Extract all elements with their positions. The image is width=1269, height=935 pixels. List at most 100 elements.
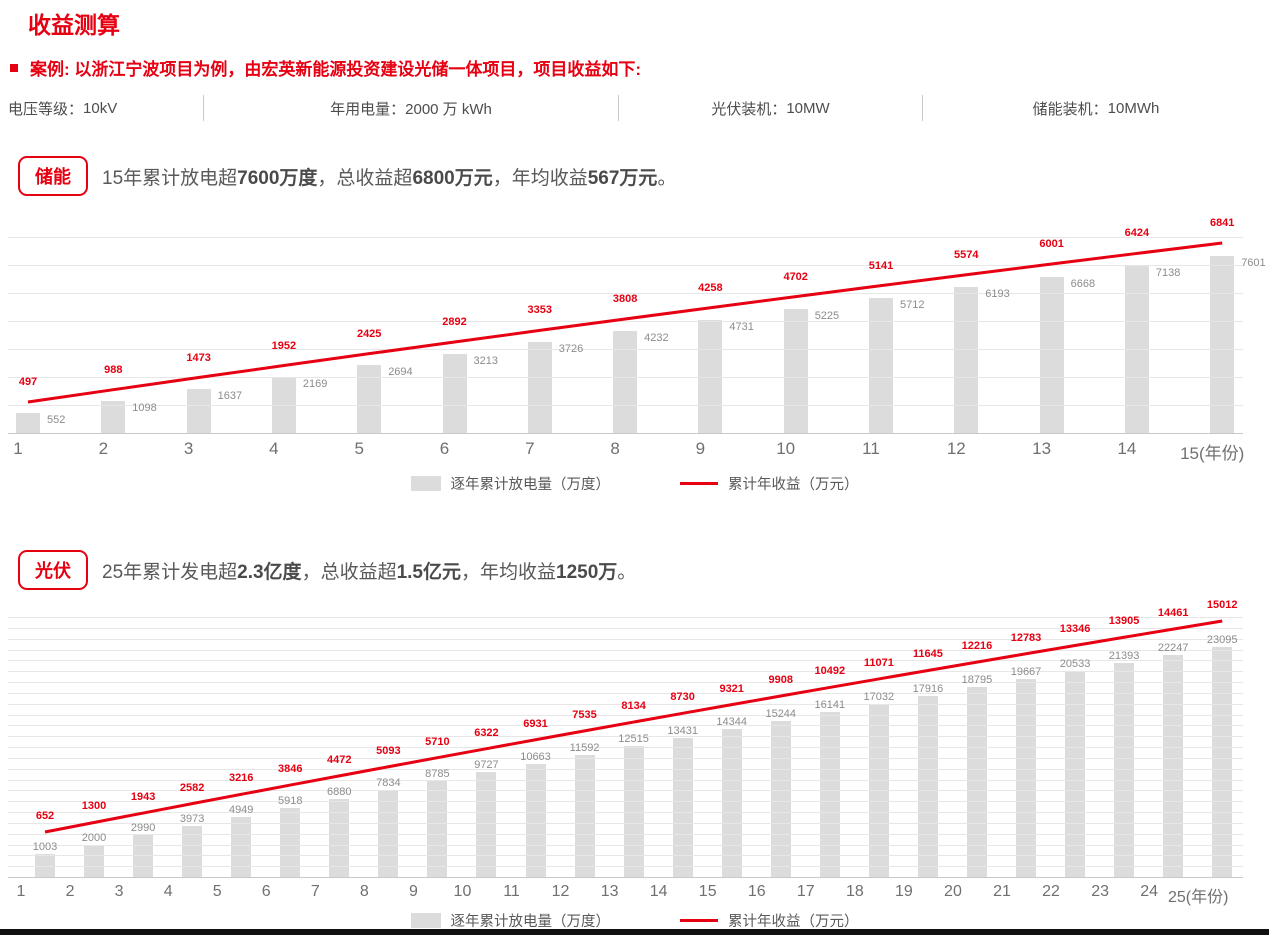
x-axis-label: 14: [1117, 439, 1137, 458]
bar-value-label: 21393: [1108, 649, 1140, 662]
x-axis-label: 11: [862, 439, 880, 458]
summary-highlight: 567万元: [587, 167, 658, 189]
trend-line: [27, 241, 1223, 404]
info-value: 10MW: [786, 99, 830, 117]
bar-value-label: 7834: [376, 777, 401, 789]
gridline: [8, 866, 1243, 868]
line-value-label: 652: [35, 810, 55, 822]
x-axis-line: [8, 433, 1243, 434]
line-value-label: 4702: [783, 270, 808, 283]
line-value-label: 12783: [1010, 631, 1042, 644]
x-axis-label: 25(年份): [1167, 889, 1229, 906]
case-note-row: 案例: 以浙江宁波项目为例，由宏英新能源投资建设光储一体项目，项目收益如下:: [10, 55, 641, 80]
line-value-label: 10492: [814, 665, 846, 678]
bar: [525, 763, 546, 877]
info-label: 电压等级：: [8, 100, 84, 118]
gridline: [8, 349, 1243, 350]
x-axis-label: 3: [114, 883, 124, 900]
line-value-label: 6931: [523, 717, 548, 730]
legend-item: 累计年收益（万元）: [680, 910, 859, 931]
x-axis-label: 23: [1091, 883, 1109, 900]
bar: [280, 807, 301, 877]
x-axis-label: 7: [310, 883, 320, 900]
gridline: [8, 627, 1243, 629]
bar: [186, 388, 211, 433]
line-value-label: 2425: [356, 327, 382, 340]
x-axis-label: 19: [894, 883, 913, 900]
x-axis-label: 13: [1032, 439, 1052, 458]
summary-text: ，年均收益: [492, 167, 588, 189]
section-pv: 光伏 25年累计发电超2.3亿度，总收益超1.5亿元，年均收益1250万。: [18, 550, 636, 590]
bar: [1210, 256, 1235, 433]
summary-text: 15年累计放电超: [102, 167, 238, 189]
gridline: [8, 321, 1243, 322]
legend-label: 累计年收益（万元）: [728, 477, 859, 493]
gridline: [8, 812, 1243, 813]
bar: [101, 400, 126, 433]
bar-value-label: 6193: [985, 288, 1010, 301]
info-cell: 电压等级： 10kV: [0, 90, 203, 126]
legend-label: 逐年累计放电量（万度）: [450, 477, 611, 493]
line-value-label: 3216: [228, 772, 254, 785]
bar-value-label: 7601: [1241, 257, 1266, 270]
x-axis-label: 20: [944, 883, 962, 900]
bar-value-label: 7138: [1155, 267, 1181, 280]
summary-text: 。: [657, 167, 677, 189]
x-axis-label: 5: [354, 439, 364, 458]
pv-chart: 1003 2000 2990 3973 4949 5918 6880 7834 8785 9727…: [0, 599, 1269, 935]
bar: [672, 737, 693, 877]
line-value-label: 497: [18, 375, 38, 388]
summary-text: ，总收益超: [317, 167, 413, 189]
bullet-square-icon: [10, 63, 18, 72]
line-value-label: 5710: [425, 735, 450, 748]
line-value-label: 5574: [954, 248, 979, 261]
case-note: 案例: 以浙江宁波项目为例，由宏英新能源投资建设光储一体项目，项目收益如下:: [30, 60, 642, 79]
bar: [819, 712, 840, 877]
x-axis-label: 13: [600, 883, 619, 900]
x-axis-label: 1: [16, 883, 26, 900]
legend-item: 逐年累计放电量（万度）: [410, 910, 611, 931]
bar-value-label: 18795: [961, 674, 993, 687]
bar: [917, 695, 938, 877]
x-axis-label: 8: [359, 883, 369, 900]
gridline: [8, 801, 1243, 803]
bar-value-label: 3973: [179, 813, 205, 826]
chart-legend: 逐年累计放电量（万度） 累计年收益（万元）: [0, 910, 1269, 931]
bar: [954, 287, 979, 433]
bar-value-label: 8785: [425, 768, 450, 781]
bar-value-label: 4731: [729, 320, 754, 333]
gridline: [8, 833, 1243, 835]
bar: [966, 687, 987, 877]
x-axis-label: 12: [946, 439, 966, 458]
bar-value-label: 2694: [388, 366, 413, 379]
line-value-label: 4472: [327, 753, 352, 766]
bar: [182, 826, 203, 877]
legend-label: 逐年累计放电量（万度）: [450, 914, 611, 930]
bar-value-label: 15244: [765, 707, 797, 720]
gridline: [8, 649, 1243, 651]
pv-badge: 光伏: [18, 550, 88, 590]
line-value-label: 1300: [81, 800, 107, 813]
bar: [84, 844, 105, 877]
x-axis-label: 21: [993, 883, 1011, 900]
bar-value-label: 12515: [618, 733, 649, 746]
line-value-label: 12216: [961, 640, 993, 653]
gridline: [8, 736, 1243, 738]
bar: [698, 319, 723, 433]
gridline: [8, 844, 1243, 846]
bar: [271, 376, 296, 433]
bar: [1163, 654, 1184, 877]
x-axis-label: 9: [695, 439, 706, 458]
gridline: [8, 714, 1243, 716]
bar: [623, 746, 644, 877]
x-axis-label: 2: [98, 439, 109, 458]
x-axis-label: 16: [747, 883, 766, 900]
bar-value-label: 14344: [716, 716, 747, 729]
line-value-label: 15012: [1206, 599, 1238, 612]
storage-chart: 552 1098 1637 2169 2694 3213 3726 4232 4731 5225 5…: [0, 213, 1269, 513]
bar-value-label: 6668: [1070, 277, 1096, 290]
x-axis-label: 5: [212, 883, 222, 900]
gridline: [8, 237, 1243, 238]
line-value-label: 7535: [572, 708, 597, 721]
summary-highlight: 1.5亿元: [396, 561, 461, 583]
